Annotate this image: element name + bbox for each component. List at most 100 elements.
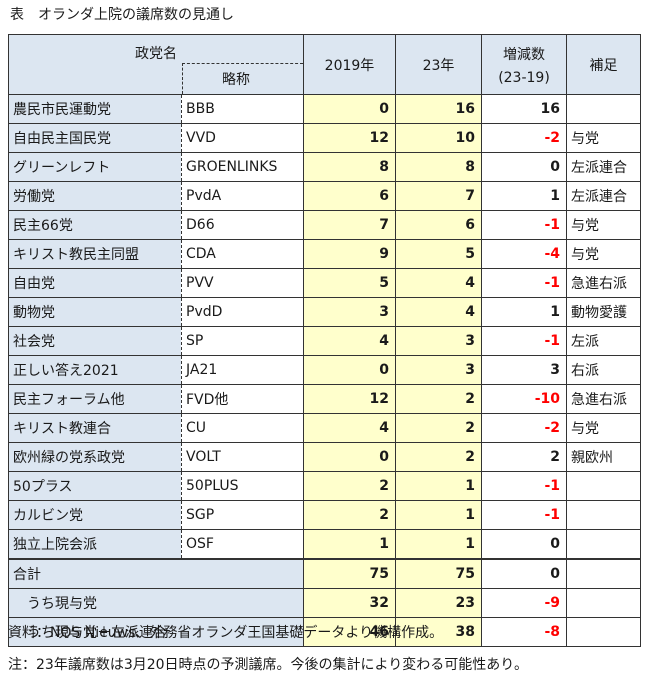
party-abbr-cell: CU xyxy=(181,413,304,443)
seats-2019-cell: 5 xyxy=(303,268,396,298)
total-row: うち現与党＋左派連合 46 38 -8 xyxy=(8,617,641,647)
header-diff-line2: (23-19) xyxy=(498,69,550,86)
party-abbr-cell: FVD他 xyxy=(181,384,304,414)
party-name-cell: グリーンレフト xyxy=(8,152,182,182)
party-abbr-cell: D66 xyxy=(181,210,304,240)
party-name-cell: 農民市民運動党 xyxy=(8,94,182,124)
seat-change-cell: -4 xyxy=(481,239,567,269)
seats-2019-cell: 12 xyxy=(303,123,396,153)
total-23-cell: 23 xyxy=(395,588,482,618)
party-name-cell: カルビン党 xyxy=(8,500,182,530)
note-cell: 与党 xyxy=(566,413,641,443)
footnote-note: 注：23年議席数は3月20日時点の予測議席。今後の集計により変わる可能性あり。 xyxy=(8,657,528,673)
seats-23-cell: 1 xyxy=(395,471,482,501)
header-diff-line1: 増減数 xyxy=(503,46,545,63)
footnote-source: 資料：NOS Nieuws、外務省オランダ王国基礎データより機構作成。 xyxy=(8,625,444,641)
total-label-cell: 合計 xyxy=(8,558,304,589)
seat-change-cell: -1 xyxy=(481,326,567,356)
table-row: 社会党 SP 4 3 -1 左派 xyxy=(8,326,641,356)
party-abbr-cell: BBB xyxy=(181,94,304,124)
party-name-cell: 労働党 xyxy=(8,181,182,211)
party-abbr-cell: PvdA xyxy=(181,181,304,211)
party-name-cell: 社会党 xyxy=(8,326,182,356)
seats-23-cell: 2 xyxy=(395,384,482,414)
seats-23-cell: 1 xyxy=(395,500,482,530)
total-change-cell: 0 xyxy=(481,558,567,589)
total-note-cell xyxy=(566,558,641,589)
seats-2019-cell: 0 xyxy=(303,355,396,385)
party-name-cell: 正しい答え2021 xyxy=(8,355,182,385)
seats-23-cell: 2 xyxy=(395,442,482,472)
total-change-cell: -9 xyxy=(481,588,567,618)
table-row: 50プラス 50PLUS 2 1 -1 xyxy=(8,471,641,501)
seats-2019-cell: 0 xyxy=(303,94,396,124)
table-row: グリーンレフト GROENLINKS 8 8 0 左派連合 xyxy=(8,152,641,182)
seats-2019-cell: 4 xyxy=(303,413,396,443)
total-row: 合計 75 75 0 xyxy=(8,558,641,589)
table-row: 正しい答え2021 JA21 0 3 3 右派 xyxy=(8,355,641,385)
party-name-cell: 自由党 xyxy=(8,268,182,298)
party-name-cell: 民主66党 xyxy=(8,210,182,240)
party-abbr-cell: SP xyxy=(181,326,304,356)
total-23-cell: 75 xyxy=(395,558,482,589)
seat-change-cell: 2 xyxy=(481,442,567,472)
party-abbr-cell: VOLT xyxy=(181,442,304,472)
table-row: キリスト教民主同盟 CDA 9 5 -4 与党 xyxy=(8,239,641,269)
table-row: 自由民主国民党 VVD 12 10 -2 与党 xyxy=(8,123,641,153)
seat-change-cell: 1 xyxy=(481,181,567,211)
note-cell: 親欧州 xyxy=(566,442,641,472)
party-abbr-cell: VVD xyxy=(181,123,304,153)
table-title: 表 オランダ上院の議席数の見通し xyxy=(10,7,234,23)
table-row: 民主66党 D66 7 6 -1 与党 xyxy=(8,210,641,240)
header-note: 補足 xyxy=(566,34,641,95)
header-23: 23年 xyxy=(395,34,482,95)
party-abbr-cell: SGP xyxy=(181,500,304,530)
note-cell: 与党 xyxy=(566,239,641,269)
total-2019-cell: 32 xyxy=(303,588,396,618)
table-row: 動物党 PvdD 3 4 1 動物愛護 xyxy=(8,297,641,327)
party-abbr-cell: CDA xyxy=(181,239,304,269)
party-name-cell: 動物党 xyxy=(8,297,182,327)
total-label-cell: うち現与党＋左派連合 xyxy=(8,617,304,647)
party-name-cell: 民主フォーラム他 xyxy=(8,384,182,414)
party-name-cell: 独立上院会派 xyxy=(8,529,182,560)
table-row: 欧州緑の党系政党 VOLT 0 2 2 親欧州 xyxy=(8,442,641,472)
seat-change-cell: -2 xyxy=(481,413,567,443)
header-party-label: 政党名 xyxy=(135,46,177,62)
party-name-cell: 欧州緑の党系政党 xyxy=(8,442,182,472)
seat-change-cell: -1 xyxy=(481,268,567,298)
party-abbr-cell: GROENLINKS xyxy=(181,152,304,182)
note-cell xyxy=(566,471,641,501)
header-abbr-divider xyxy=(182,63,183,94)
seat-change-cell: 0 xyxy=(481,152,567,182)
seats-23-cell: 3 xyxy=(395,355,482,385)
seat-change-cell: -2 xyxy=(481,123,567,153)
note-cell: 動物愛護 xyxy=(566,297,641,327)
party-abbr-cell: JA21 xyxy=(181,355,304,385)
note-cell: 左派 xyxy=(566,326,641,356)
party-abbr-cell: PvdD xyxy=(181,297,304,327)
note-cell xyxy=(566,529,641,560)
total-label-cell: うち現与党 xyxy=(8,588,304,618)
party-name-cell: キリスト教民主同盟 xyxy=(8,239,182,269)
seats-2019-cell: 2 xyxy=(303,500,396,530)
table-row: 農民市民運動党 BBB 0 16 16 xyxy=(8,94,641,124)
header-2019: 2019年 xyxy=(303,34,396,95)
seats-2019-cell: 9 xyxy=(303,239,396,269)
seats-23-cell: 7 xyxy=(395,181,482,211)
seat-change-cell: 3 xyxy=(481,355,567,385)
seats-23-cell: 8 xyxy=(395,152,482,182)
note-cell: 急進右派 xyxy=(566,384,641,414)
table-row: カルビン党 SGP 2 1 -1 xyxy=(8,500,641,530)
table-row: キリスト教連合 CU 4 2 -2 与党 xyxy=(8,413,641,443)
seats-23-cell: 1 xyxy=(395,529,482,560)
party-abbr-cell: 50PLUS xyxy=(181,471,304,501)
seat-change-cell: -1 xyxy=(481,210,567,240)
header-divider xyxy=(182,63,303,64)
total-note-cell xyxy=(566,617,641,647)
seat-change-cell: 1 xyxy=(481,297,567,327)
seats-2019-cell: 6 xyxy=(303,181,396,211)
header-party: 政党名 略称 xyxy=(8,34,304,95)
seat-change-cell: -1 xyxy=(481,500,567,530)
seats-2019-cell: 7 xyxy=(303,210,396,240)
